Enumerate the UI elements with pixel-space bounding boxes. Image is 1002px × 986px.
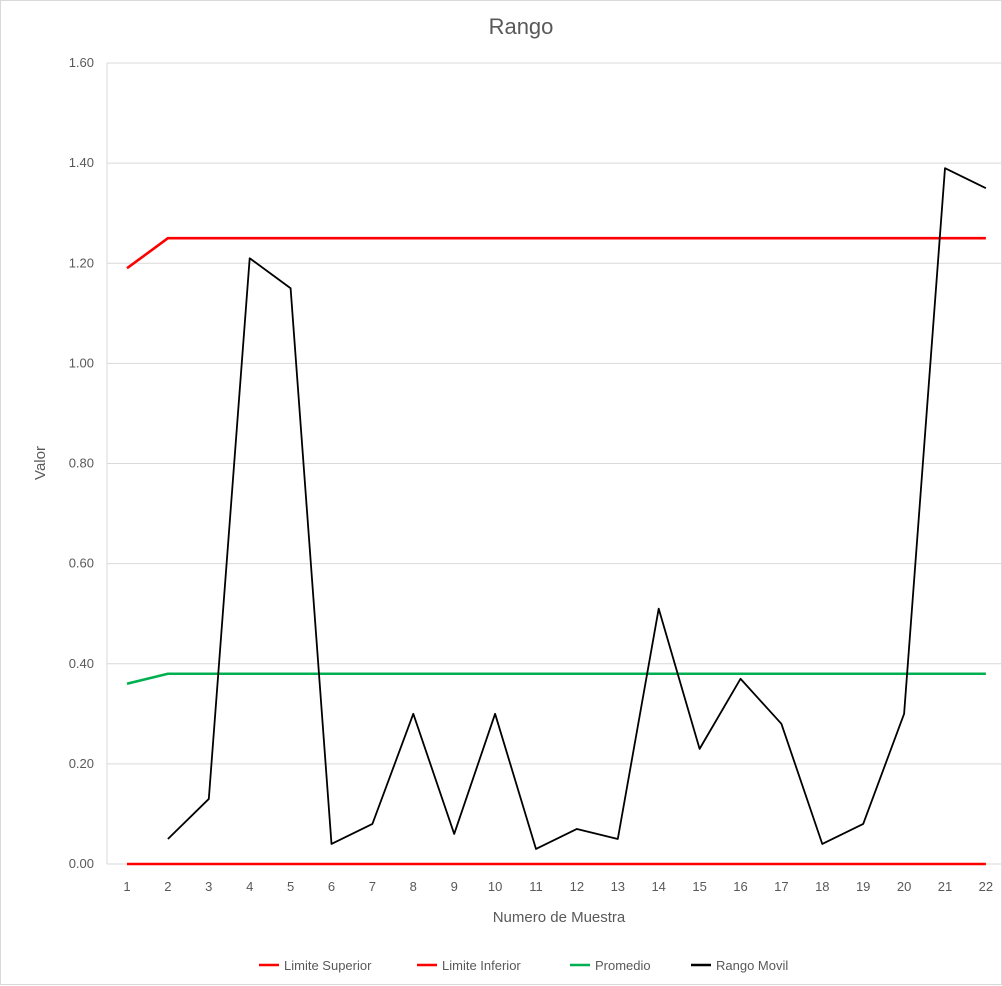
chart-title: Rango bbox=[489, 14, 554, 39]
x-tick-label: 13 bbox=[611, 879, 625, 894]
x-axis-title: Numero de Muestra bbox=[493, 909, 626, 926]
x-tick-label: 17 bbox=[774, 879, 788, 894]
legend-label-rango-movil: Rango Movil bbox=[716, 958, 788, 973]
x-tick-label: 11 bbox=[529, 879, 543, 894]
y-tick-label: 0.00 bbox=[69, 856, 94, 871]
y-tick-label: 0.60 bbox=[69, 556, 94, 571]
x-tick-label: 2 bbox=[164, 879, 171, 894]
legend-label-limite-inferior: Limite Inferior bbox=[442, 958, 521, 973]
x-tick-label: 18 bbox=[815, 879, 829, 894]
series-line-limite-superior bbox=[126, 236, 986, 270]
y-tick-label: 1.40 bbox=[69, 155, 94, 170]
x-tick-label: 14 bbox=[651, 879, 665, 894]
y-tick-label: 1.00 bbox=[69, 355, 94, 370]
legend-label-promedio: Promedio bbox=[595, 958, 651, 973]
legend-label-limite-superior: Limite Superior bbox=[284, 958, 372, 973]
y-tick-label: 0.20 bbox=[69, 756, 94, 771]
x-tick-label: 8 bbox=[410, 879, 417, 894]
series-line-promedio bbox=[126, 672, 986, 686]
legend: Limite Superior Limite Inferior Promedio Ra… bbox=[259, 958, 788, 973]
x-tick-label: 1 bbox=[123, 879, 130, 894]
x-tick-label: 15 bbox=[692, 879, 706, 894]
x-tick-label: 5 bbox=[287, 879, 294, 894]
x-axis-ticks: 1 2 3 4 5 6 7 8 9 10 11 12 13 14 15 16 17 18 19 20 21 22 bbox=[123, 879, 993, 894]
x-tick-label: 16 bbox=[733, 879, 747, 894]
x-tick-label: 21 bbox=[938, 879, 952, 894]
x-tick-label: 3 bbox=[205, 879, 212, 894]
gridlines bbox=[106, 62, 1001, 865]
series-line-rango-movil bbox=[167, 167, 987, 850]
x-tick-label: 22 bbox=[979, 879, 993, 894]
series-lines bbox=[126, 167, 987, 866]
y-tick-label: 0.40 bbox=[69, 656, 94, 671]
x-tick-label: 9 bbox=[451, 879, 458, 894]
y-tick-label: 0.80 bbox=[69, 456, 94, 471]
x-tick-label: 12 bbox=[570, 879, 584, 894]
y-axis-ticks: 0.00 0.20 0.40 0.60 0.80 1.00 1.20 1.40 1.60 bbox=[69, 55, 94, 871]
x-tick-label: 19 bbox=[856, 879, 870, 894]
y-tick-label: 1.20 bbox=[69, 255, 94, 270]
x-tick-label: 6 bbox=[328, 879, 335, 894]
x-tick-label: 7 bbox=[369, 879, 376, 894]
y-tick-label: 1.60 bbox=[69, 55, 94, 70]
x-tick-label: 4 bbox=[246, 879, 253, 894]
x-tick-label: 10 bbox=[488, 879, 502, 894]
x-tick-label: 20 bbox=[897, 879, 911, 894]
y-axis-title: Valor bbox=[32, 446, 49, 480]
